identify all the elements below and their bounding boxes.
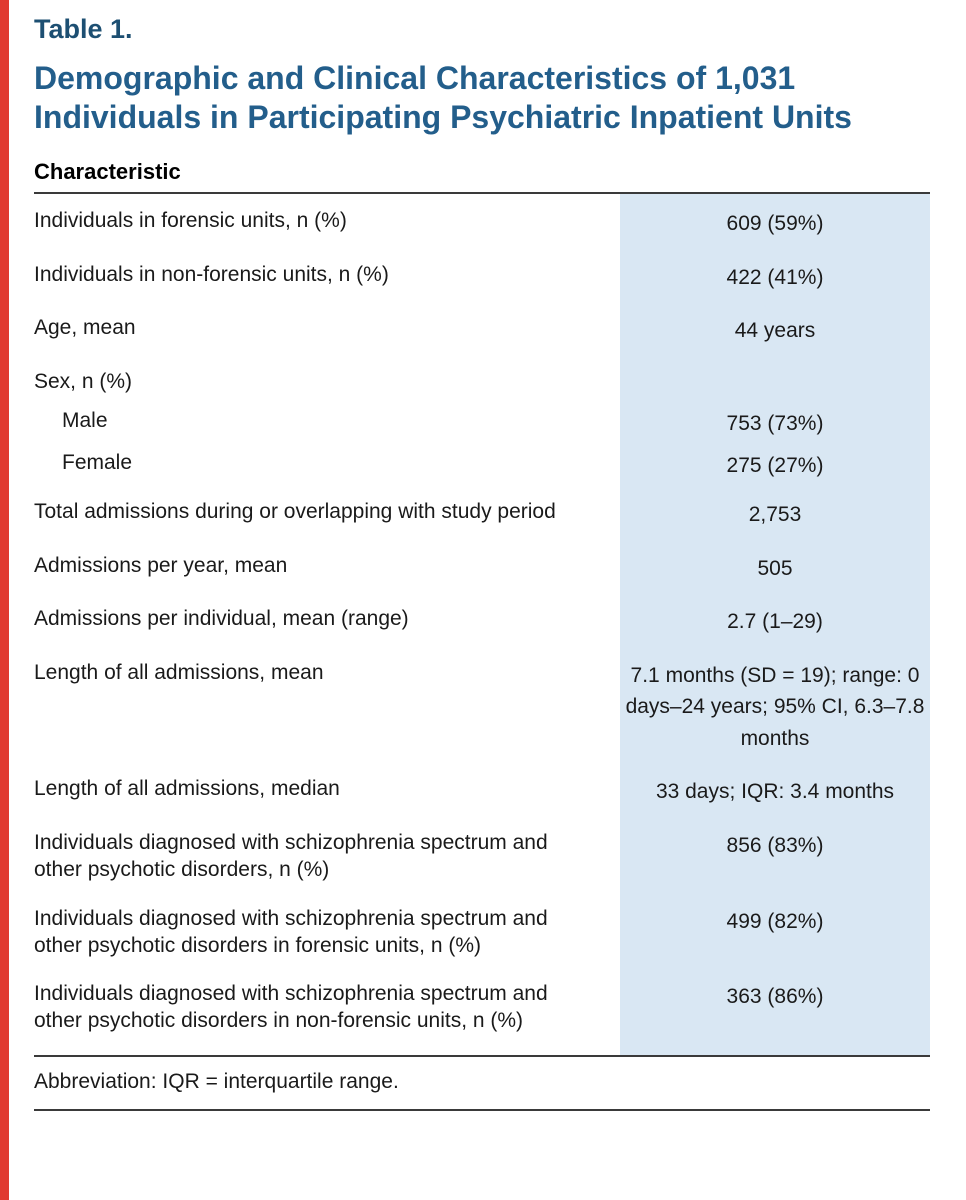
column-header-characteristic: Characteristic — [34, 159, 930, 195]
row-label: Individuals diagnosed with schizophrenia… — [34, 830, 548, 881]
row-label: Female — [62, 450, 133, 474]
table-row: Female 275 (27%) — [34, 450, 930, 482]
row-label: Individuals in forensic units, n (%) — [34, 209, 347, 233]
row-value: 505 — [757, 556, 793, 580]
row-value: 499 (82%) — [726, 909, 824, 933]
row-label: Individuals in non-forensic units, n (%) — [34, 262, 389, 286]
table-row: Admissions per individual, mean (range) … — [34, 606, 930, 638]
row-value: 33 days; IQR: 3.4 months — [655, 780, 895, 804]
row-value: 2,753 — [748, 503, 802, 527]
row-label: Individuals diagnosed with schizophrenia… — [34, 906, 548, 957]
row-value: 275 (27%) — [726, 453, 824, 477]
row-label: Length of all admissions, median — [34, 777, 340, 801]
row-label: Age, mean — [34, 316, 136, 340]
table-body: Individuals in forensic units, n (%) 609… — [34, 194, 930, 1058]
table-footnote-section: Abbreviation: IQR = interquartile range. — [34, 1057, 930, 1112]
table-row: Individuals in non-forensic units, n (%)… — [34, 262, 930, 294]
row-label: Length of all admissions, mean — [34, 660, 324, 684]
value-column-band — [620, 194, 930, 1056]
row-label: Admissions per individual, mean (range) — [34, 607, 409, 631]
table-row: Admissions per year, mean 505 — [34, 553, 930, 585]
row-value: 856 (83%) — [726, 833, 824, 857]
row-value: 7.1 months (SD = 19); range: 0 days–24 y… — [625, 663, 925, 750]
row-value: 609 (59%) — [726, 212, 824, 236]
table-row: Age, mean 44 years — [34, 315, 930, 347]
left-accent-bar — [0, 0, 9, 1200]
row-label: Admissions per year, mean — [34, 553, 288, 577]
row-label: Total admissions during or overlapping w… — [34, 500, 556, 524]
table-row-group-header: Sex, n (%) — [34, 369, 930, 396]
table-row: Individuals diagnosed with schizophrenia… — [34, 981, 930, 1035]
row-label: Male — [62, 409, 108, 433]
row-value: 2.7 (1–29) — [727, 610, 823, 634]
table-row: Male 753 (73%) — [34, 408, 930, 440]
table-title: Demographic and Clinical Characteristics… — [34, 60, 852, 136]
table-number-label: Table 1. — [34, 14, 133, 44]
table-row: Length of all admissions, mean 7.1 month… — [34, 660, 930, 755]
row-value: 44 years — [734, 319, 816, 343]
row-value: 363 (86%) — [726, 985, 824, 1009]
row-label: Individuals diagnosed with schizophrenia… — [34, 982, 548, 1033]
row-value: 753 (73%) — [726, 412, 824, 436]
table-row: Total admissions during or overlapping w… — [34, 499, 930, 531]
table-page: Table 1. Demographic and Clinical Charac… — [34, 14, 930, 1112]
table-row: Individuals in forensic units, n (%) 609… — [34, 208, 930, 240]
row-value: 422 (41%) — [726, 265, 824, 289]
abbreviation-footnote: Abbreviation: IQR = interquartile range. — [34, 1070, 399, 1094]
table-row: Individuals diagnosed with schizophrenia… — [34, 906, 930, 960]
table-row: Individuals diagnosed with schizophrenia… — [34, 830, 930, 884]
table-row: Length of all admissions, median 33 days… — [34, 776, 930, 808]
row-label: Sex, n (%) — [34, 369, 133, 393]
